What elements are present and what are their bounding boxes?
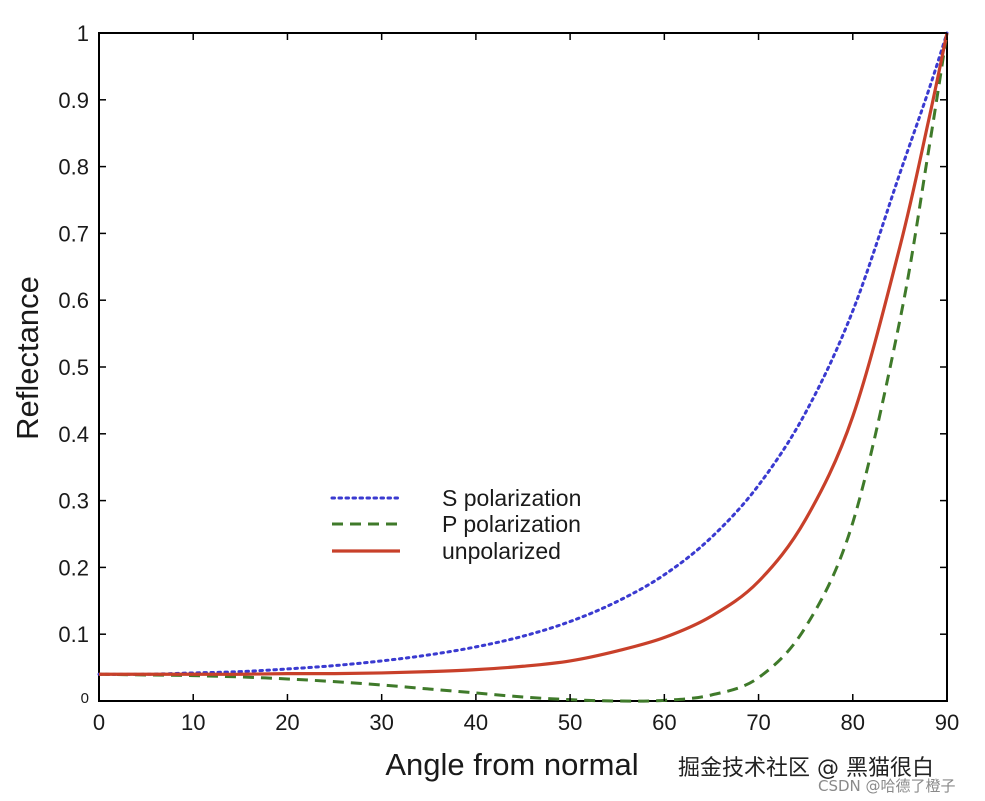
x-tick-label: 0	[93, 710, 105, 735]
y-tick-label: 0.7	[58, 221, 89, 246]
ticks-layer: 0 10 20 30 40 50 60 70 80 90 0 0.1 0.2 0.3 0.4 0.5 0.6 0.…	[58, 21, 959, 735]
x-tick-label: 20	[275, 710, 299, 735]
plot-frame	[98, 32, 948, 702]
legend-label: unpolarized	[442, 538, 561, 564]
y-tick-label: 0.5	[58, 355, 89, 380]
series-layer	[97, 31, 949, 703]
y-tick-label: 0.3	[58, 489, 89, 514]
x-tick-label: 40	[464, 710, 488, 735]
y-tick-label: 0.6	[58, 288, 89, 313]
y-tick-label: 0.1	[58, 622, 89, 647]
y-tick-label: 0.8	[58, 155, 89, 180]
watermark-sub: CSDN @哈德了橙子	[818, 777, 956, 795]
x-tick-label: 10	[181, 710, 205, 735]
y-tick-label: 0	[81, 690, 89, 707]
x-tick-label: 80	[841, 710, 865, 735]
series-line-s-polarization	[97, 31, 949, 676]
y-tick-label: 0.2	[58, 555, 89, 580]
y-tick-label: 1	[77, 21, 89, 46]
legend-label: P polarization	[442, 511, 581, 537]
legend-label: S polarization	[442, 485, 581, 511]
series-line-p-polarization	[98, 32, 949, 703]
y-tick-label: 0.9	[58, 88, 89, 113]
x-tick-label: 90	[935, 710, 959, 735]
x-axis-title: Angle from normal	[385, 747, 638, 782]
watermark-main: 掘金技术社区 @ 黑猫很白	[678, 756, 934, 781]
y-axis-title: Reflectance	[10, 276, 45, 440]
x-tick-label: 60	[652, 710, 676, 735]
x-tick-label: 70	[746, 710, 770, 735]
x-tick-label: 30	[369, 710, 393, 735]
series-line-unpolarized	[99, 32, 949, 676]
y-tick-label: 0.4	[58, 422, 89, 447]
x-tick-label: 50	[558, 710, 582, 735]
